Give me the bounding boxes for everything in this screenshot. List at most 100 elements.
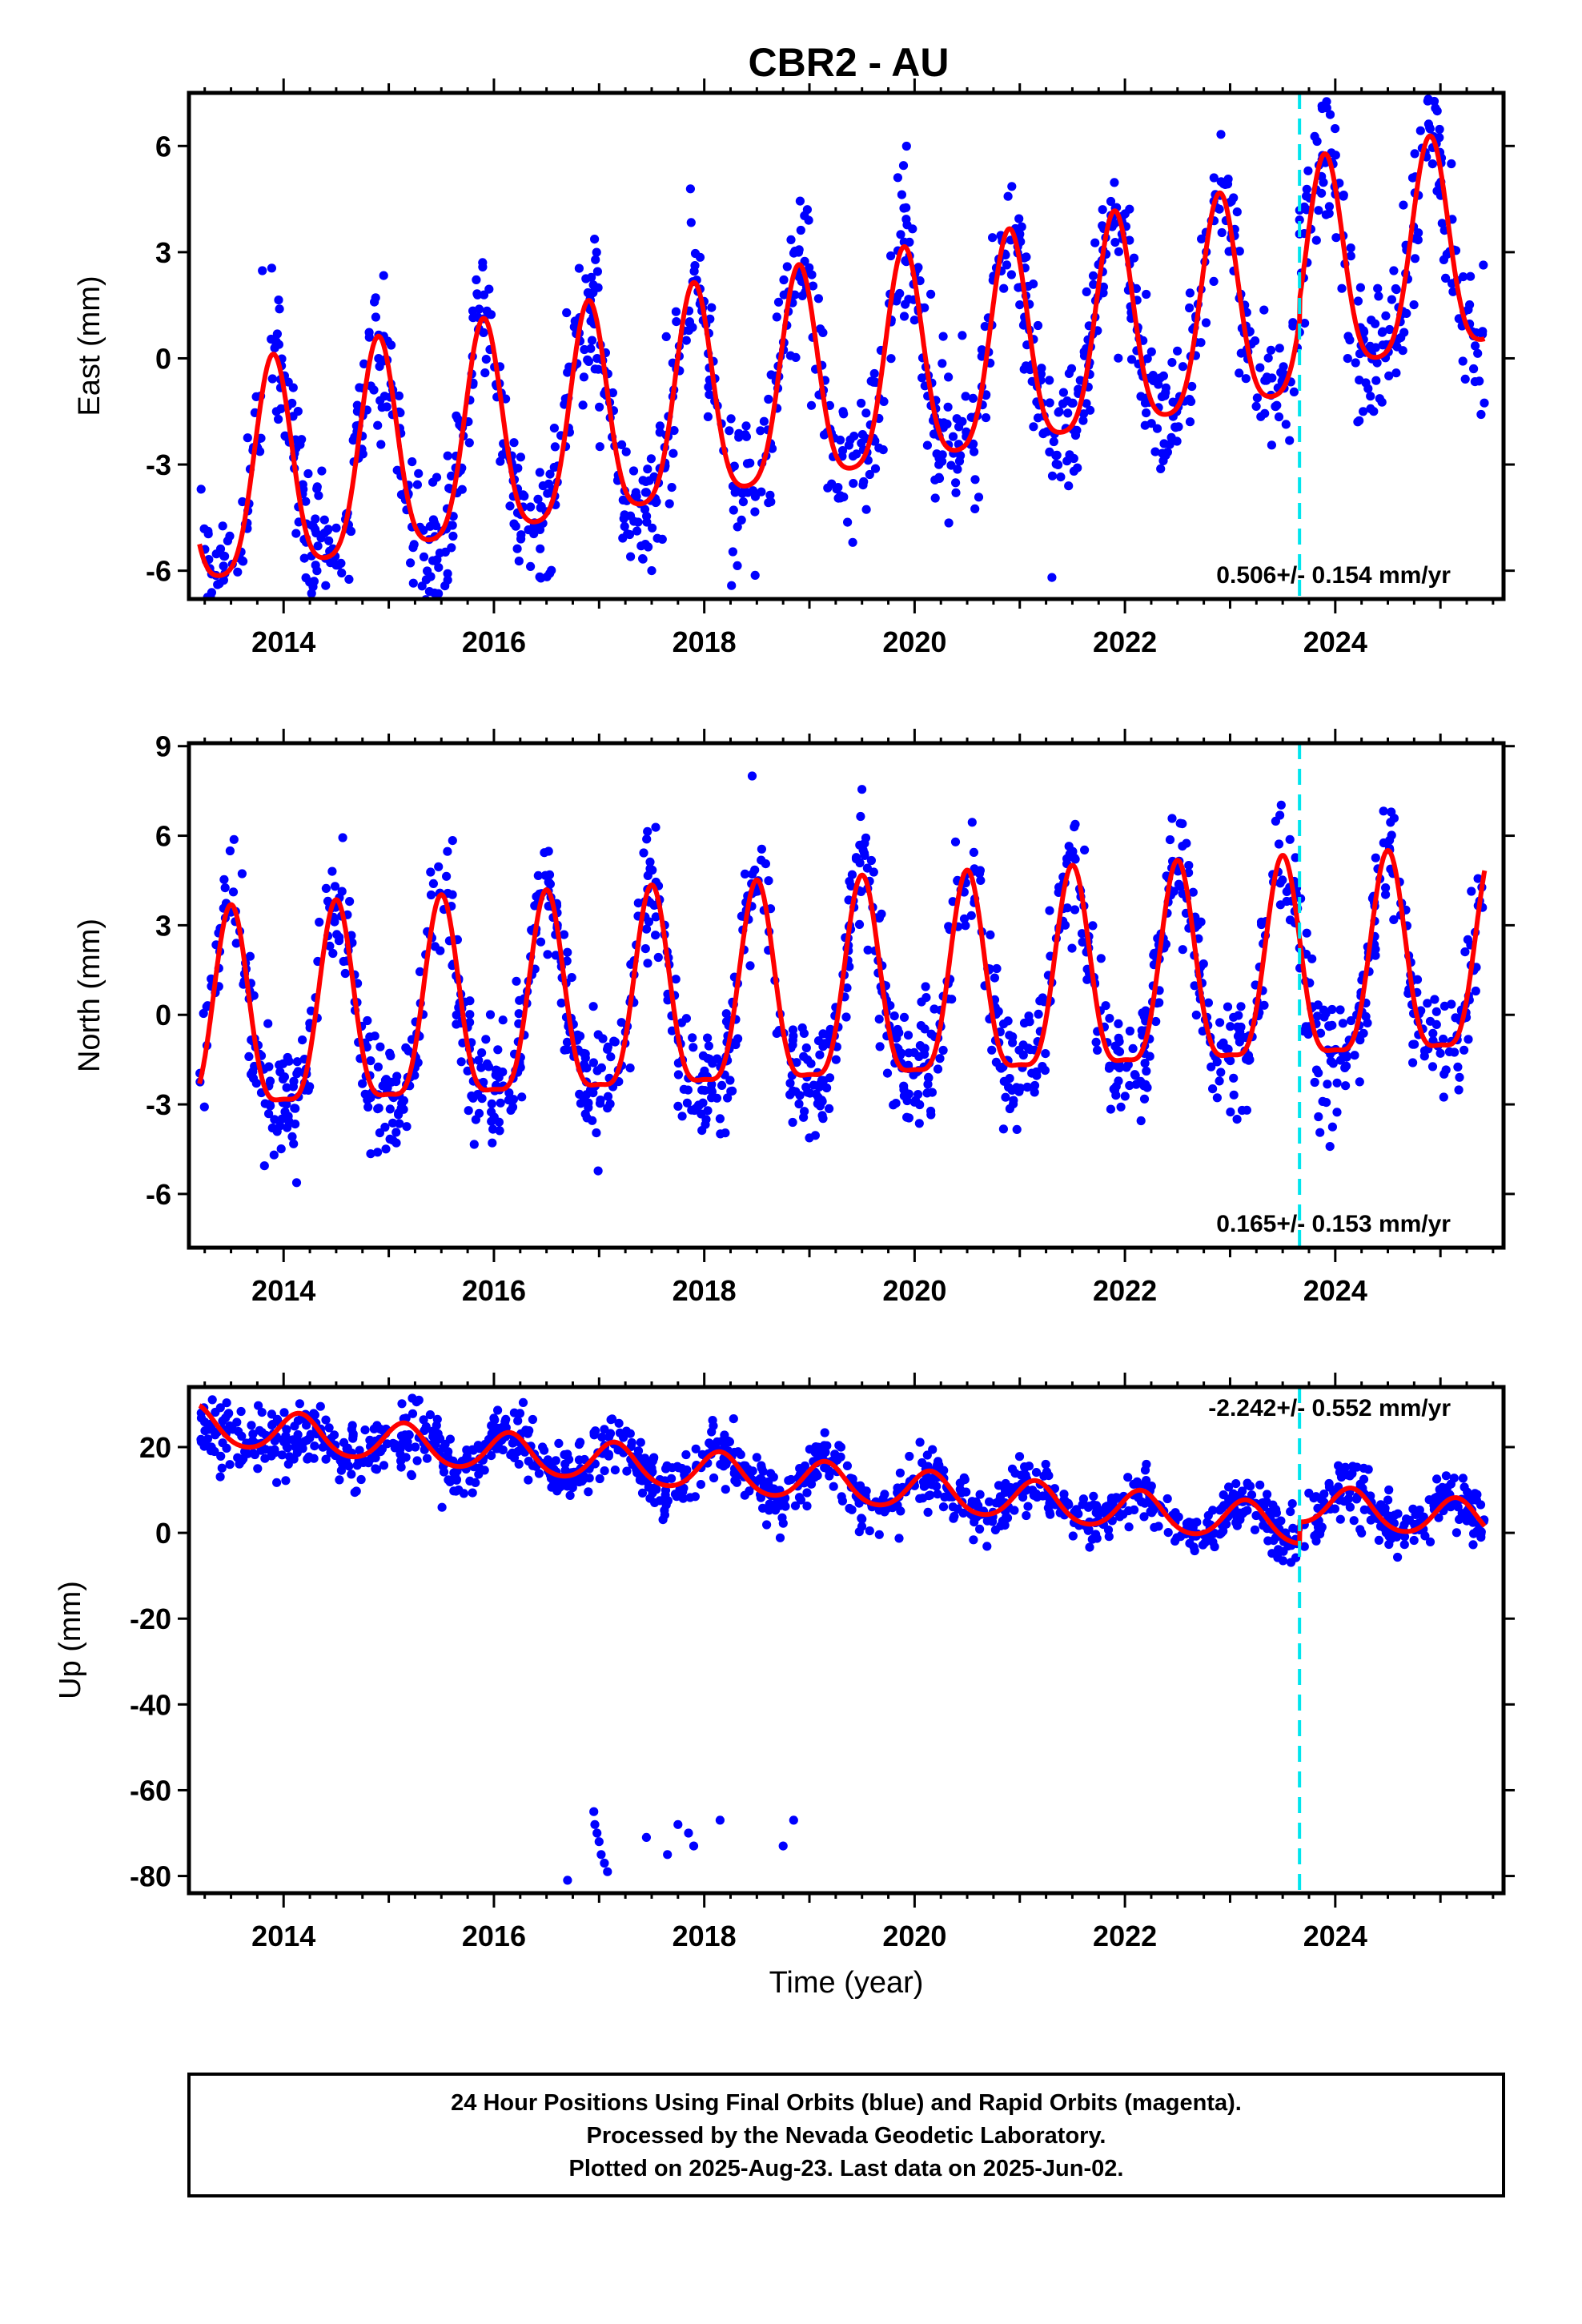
- plot-area-east: [196, 93, 1489, 599]
- data-point: [930, 475, 940, 485]
- data-point: [358, 1079, 367, 1088]
- data-point: [645, 857, 655, 866]
- data-point: [1259, 1000, 1269, 1010]
- data-point: [562, 308, 572, 318]
- data-point: [504, 1088, 514, 1098]
- data-point: [254, 1401, 263, 1410]
- data-point: [750, 570, 760, 581]
- data-point: [796, 225, 805, 235]
- data-point: [923, 1507, 933, 1517]
- data-point: [766, 1469, 776, 1478]
- data-point: [1077, 929, 1087, 939]
- data-point: [1154, 1522, 1163, 1531]
- data-point: [901, 215, 911, 224]
- data-point: [1022, 252, 1031, 262]
- x-tick-label: 2024: [1303, 1920, 1367, 1952]
- data-point: [356, 1474, 366, 1485]
- data-point: [318, 1442, 327, 1452]
- data-point: [1359, 1028, 1368, 1038]
- data-point: [1399, 1540, 1409, 1550]
- data-point: [600, 1466, 609, 1476]
- data-point: [370, 297, 379, 307]
- footer-line-1: 24 Hour Positions Using Final Orbits (bl…: [451, 2090, 1242, 2116]
- data-point: [726, 1087, 736, 1096]
- data-point: [402, 1122, 412, 1132]
- data-point: [958, 331, 967, 340]
- data-point: [306, 1429, 315, 1439]
- data-point: [1260, 376, 1270, 385]
- data-point: [514, 557, 524, 566]
- data-point: [616, 1018, 626, 1027]
- data-point: [603, 1042, 613, 1051]
- data-point: [1423, 119, 1433, 129]
- data-point: [207, 1442, 216, 1452]
- data-point: [1095, 1509, 1105, 1518]
- data-point: [951, 488, 961, 497]
- data-point: [277, 1114, 287, 1124]
- data-point: [1208, 1084, 1218, 1094]
- data-point: [339, 1437, 349, 1447]
- data-point: [1045, 398, 1054, 408]
- data-point: [1216, 130, 1226, 139]
- data-point: [806, 1479, 817, 1489]
- data-point: [829, 1482, 838, 1491]
- data-point: [452, 411, 461, 420]
- data-point: [729, 505, 738, 515]
- data-point: [1288, 1523, 1298, 1533]
- y-tick-label: -6: [146, 555, 171, 588]
- data-point: [646, 454, 656, 464]
- data-point: [691, 1444, 701, 1454]
- data-point: [643, 464, 652, 474]
- data-point: [1355, 416, 1364, 425]
- data-point: [307, 589, 316, 598]
- data-point: [233, 567, 243, 577]
- data-point: [636, 1437, 645, 1447]
- data-point: [424, 587, 435, 597]
- data-point: [524, 1475, 533, 1485]
- data-point: [1197, 234, 1207, 243]
- data-point: [1167, 814, 1177, 823]
- data-point: [397, 1399, 407, 1409]
- data-point: [443, 575, 452, 585]
- data-point: [592, 247, 601, 257]
- data-point: [1432, 186, 1442, 196]
- data-point: [359, 359, 369, 368]
- data-point: [200, 1417, 210, 1427]
- data-point: [1391, 368, 1401, 378]
- data-point: [1088, 921, 1098, 931]
- data-point: [1041, 1459, 1050, 1470]
- data-point: [493, 1045, 503, 1055]
- data-point: [1175, 882, 1186, 891]
- data-point: [457, 1457, 467, 1466]
- data-point: [1314, 206, 1323, 215]
- y-axis-label: North (mm): [73, 919, 106, 1072]
- data-point: [688, 1033, 697, 1043]
- y-tick-label: -3: [146, 1088, 171, 1121]
- data-point: [1473, 874, 1483, 883]
- data-point: [584, 1487, 593, 1497]
- data-point: [970, 447, 979, 456]
- data-point: [488, 1138, 497, 1148]
- data-point: [1460, 374, 1470, 384]
- data-point: [1203, 1518, 1212, 1527]
- data-point: [1460, 1045, 1469, 1055]
- data-point: [220, 552, 230, 561]
- data-point: [321, 1415, 331, 1425]
- data-point: [689, 267, 699, 276]
- data-point: [1110, 178, 1119, 187]
- data-point: [1142, 1066, 1151, 1076]
- data-point: [423, 566, 432, 576]
- data-point: [915, 1437, 925, 1447]
- data-point: [529, 529, 539, 539]
- data-point: [1373, 283, 1383, 293]
- data-point: [508, 1102, 518, 1112]
- data-point: [405, 558, 416, 568]
- data-point: [346, 526, 355, 537]
- data-point: [547, 565, 556, 575]
- x-tick-label: 2018: [673, 625, 737, 658]
- data-point: [290, 1104, 299, 1113]
- data-point: [866, 376, 876, 386]
- data-point: [516, 452, 526, 462]
- data-point: [1045, 1508, 1054, 1518]
- data-point: [713, 1054, 722, 1063]
